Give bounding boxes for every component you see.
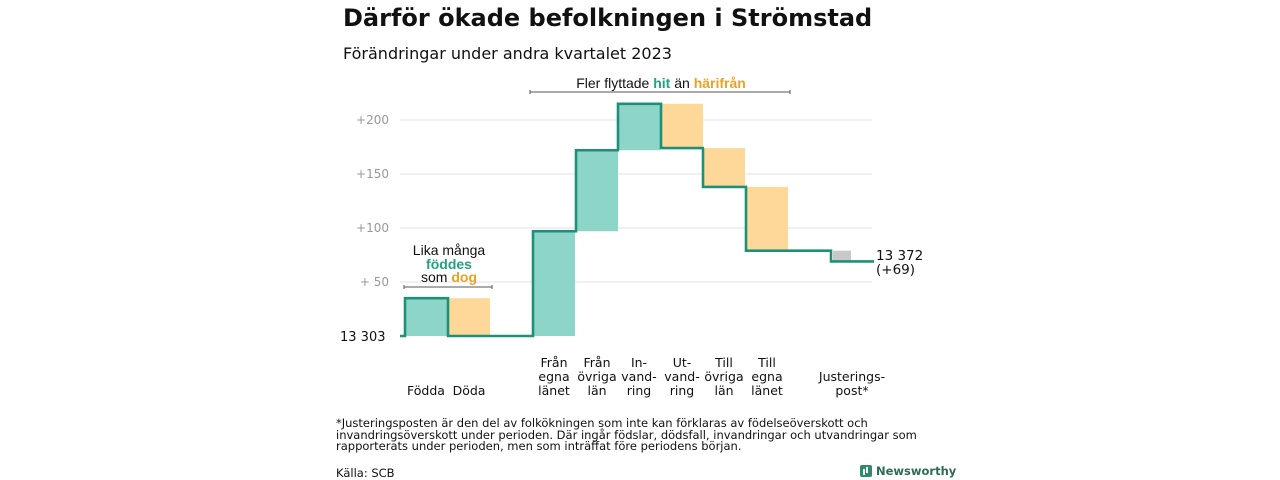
annotation-left-line3: som dog <box>421 269 477 285</box>
bar <box>533 231 575 336</box>
category-label: ring <box>670 383 694 398</box>
cumulative-line <box>400 102 874 338</box>
end-value-label: 13 372 <box>876 248 923 264</box>
category-label: Justerings- <box>818 369 885 384</box>
category-label: Döda <box>453 383 486 398</box>
base-value-label: 13 303 <box>340 330 386 345</box>
source-label: Källa: SCB <box>336 466 395 480</box>
category-label: ring <box>627 383 651 398</box>
category-label: egna <box>751 369 782 384</box>
category-label: Ut- <box>673 355 692 370</box>
bar <box>833 250 851 262</box>
category-label: egna <box>538 369 569 384</box>
category-label: vand- <box>664 369 699 384</box>
bar <box>576 150 618 232</box>
category-label: post* <box>835 383 868 398</box>
category-label: In- <box>631 355 647 370</box>
category-label: länet <box>538 383 570 398</box>
category-label: övriga <box>577 369 616 384</box>
category-label: länet <box>751 383 783 398</box>
y-tick-label: + 50 <box>360 275 389 289</box>
category-label: Till <box>757 355 776 370</box>
annotation-top-bracket <box>529 90 791 94</box>
bar <box>405 298 447 336</box>
newsworthy-icon <box>860 465 872 477</box>
category-label: Födda <box>407 383 445 398</box>
end-change-label: (+69) <box>876 262 915 278</box>
category-label: vand- <box>621 369 656 384</box>
chart-title: Därför ökade befolkningen i Strömstad <box>343 4 873 32</box>
brand-logo: Newsworthy <box>860 464 956 478</box>
category-label: län <box>714 383 733 398</box>
footnote: *Justeringsposten är den del av folkökni… <box>336 416 917 453</box>
annotation-left-line2: föddes <box>426 256 472 272</box>
annotation-left-line1: Lika många <box>413 242 486 258</box>
bar <box>618 103 660 151</box>
y-tick-label: +150 <box>356 167 389 181</box>
category-label: Från <box>583 355 610 370</box>
bar <box>448 298 490 336</box>
brand-name: Newsworthy <box>876 464 957 478</box>
bar <box>703 148 745 187</box>
category-label: övriga <box>704 369 743 384</box>
y-tick-label: +100 <box>356 221 389 235</box>
bar <box>661 103 703 149</box>
category-label: län <box>587 383 606 398</box>
annotation-top: Fler flyttade hit än härifrån <box>576 75 746 91</box>
category-label: Till <box>714 355 733 370</box>
bar <box>746 186 788 251</box>
chart-subtitle: Förändringar under andra kvartalet 2023 <box>343 44 672 63</box>
annotation-left-bracket <box>403 285 493 289</box>
category-label: Från <box>540 355 567 370</box>
y-tick-label: +200 <box>356 113 389 127</box>
